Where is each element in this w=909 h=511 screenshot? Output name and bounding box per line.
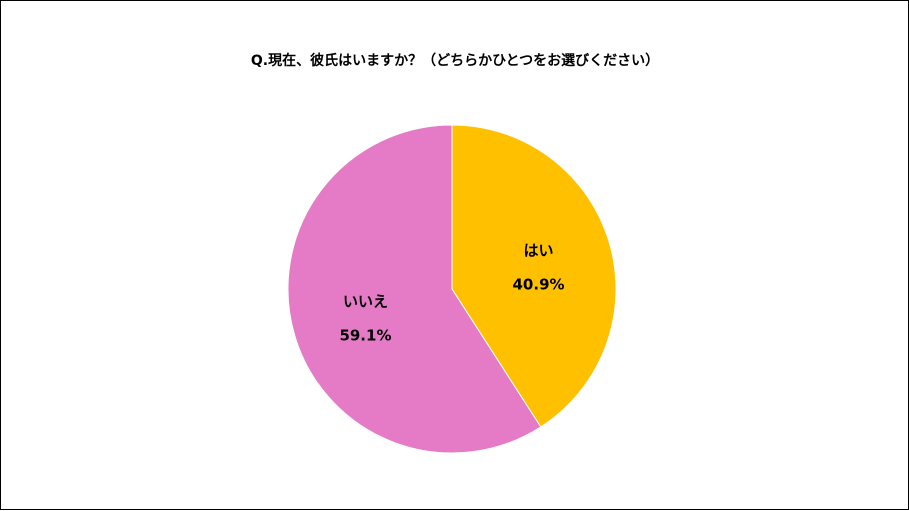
slice-category-label-1: いいえ: [343, 292, 388, 310]
pie-labels: はい 40.9% いいえ 59.1%: [339, 242, 564, 345]
slice-category-label-0: はい: [524, 242, 554, 260]
slice-value-label-0: 40.9%: [513, 276, 565, 294]
pie-slice-0: [451, 124, 617, 428]
pie-slices: [287, 124, 617, 454]
chart-title: Q.現在、彼氏はいますか？（どちらかひとつをお選びください）: [251, 52, 659, 69]
slice-value-label-1: 59.1%: [339, 326, 391, 344]
pie-slice-1: [287, 124, 542, 454]
